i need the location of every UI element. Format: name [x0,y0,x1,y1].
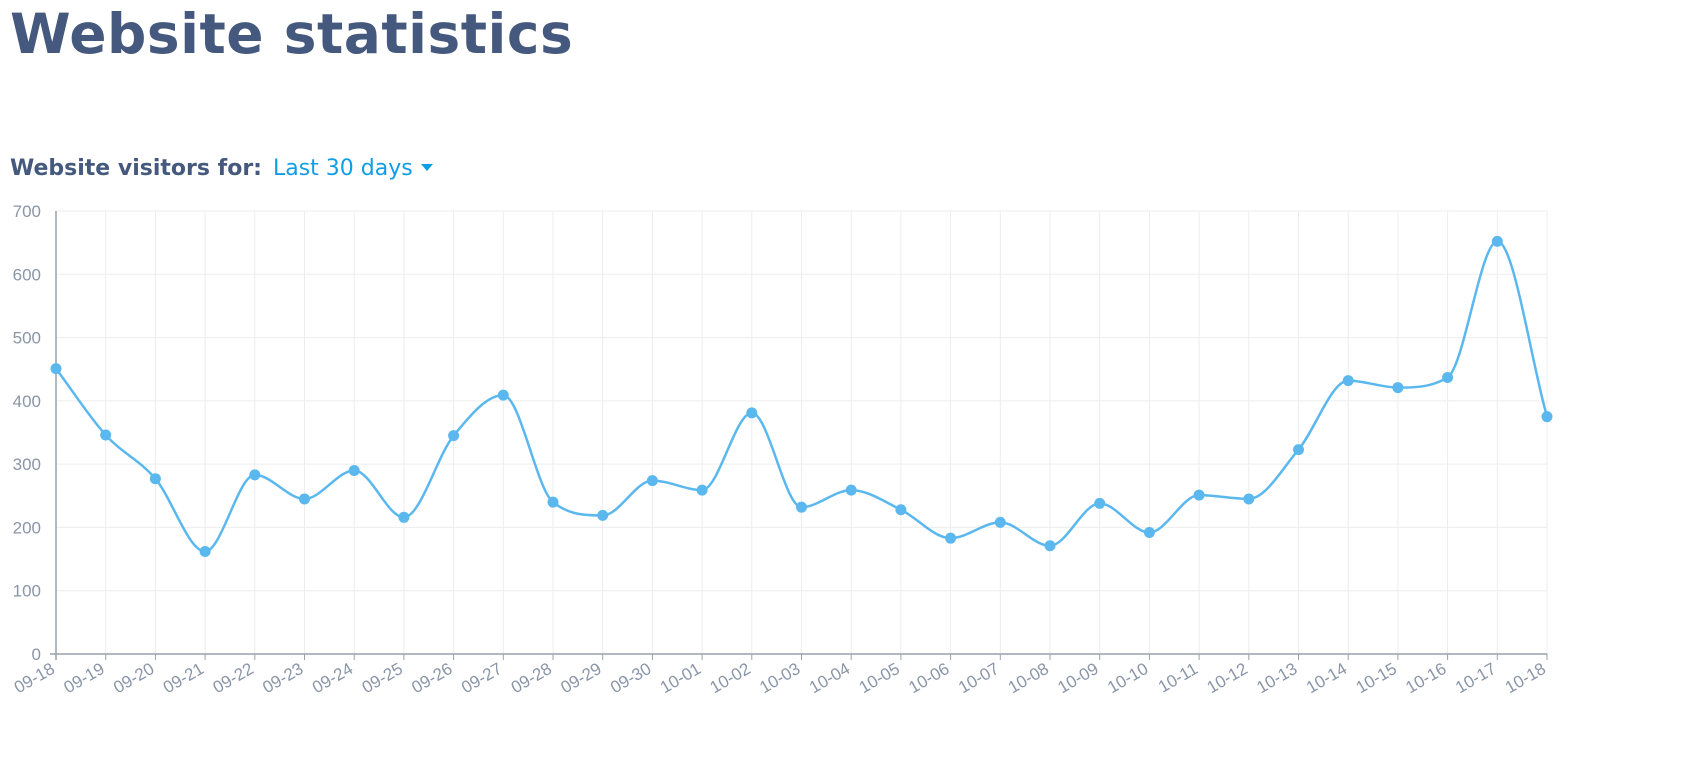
x-tick-label: 09-20 [110,659,157,697]
y-tick-label: 700 [13,202,41,221]
data-point [796,501,807,513]
x-tick-label: 09-28 [508,659,555,697]
data-point [149,473,161,485]
data-point [895,504,907,516]
y-tick-label: 300 [13,455,41,474]
data-point [448,430,460,442]
data-point [50,363,62,375]
x-tick-label: 09-24 [309,659,356,697]
x-tick-label: 10-09 [1055,659,1102,697]
x-axis-ticks: 09-18 09-19 09-20 09-21 09-22 09-23 09-24 09-25… [11,659,1549,697]
x-tick-label: 10-14 [1303,659,1350,697]
x-tick-label: 09-30 [607,659,654,697]
data-point [1243,493,1255,505]
y-tick-label: 500 [13,329,41,348]
x-tick-label: 10-18 [1502,659,1549,697]
chart-axes [50,211,1548,660]
data-point [1392,382,1404,394]
x-tick-label: 10-11 [1155,659,1201,697]
y-tick-label: 400 [13,392,41,411]
y-tick-label: 100 [13,582,41,601]
visitors-filter: Website visitors for: Last 30 days [10,154,433,184]
x-tick-label: 09-19 [61,659,108,697]
data-point [100,429,112,441]
x-tick-label: 09-21 [160,659,207,697]
x-tick-label: 10-10 [1104,659,1151,697]
y-tick-label: 600 [13,265,41,284]
data-point [746,407,758,419]
data-point [1491,235,1503,247]
x-tick-label: 09-26 [408,659,455,697]
x-tick-label: 09-23 [259,659,306,697]
x-tick-label: 09-18 [11,659,58,697]
x-tick-label: 10-03 [756,659,803,697]
period-dropdown-value: Last 30 days [272,156,413,181]
data-point [1442,371,1454,383]
x-tick-label: 10-17 [1452,659,1499,697]
data-point [497,389,509,401]
period-dropdown[interactable]: Last 30 days [273,154,433,184]
x-tick-label: 10-16 [1402,659,1449,697]
data-point [1094,497,1106,509]
data-point [845,484,857,496]
x-tick-label: 09-22 [210,659,257,697]
x-tick-label: 10-02 [707,659,754,697]
data-point [994,516,1006,528]
data-point [1342,375,1354,387]
data-point [696,484,708,496]
chart-grid [56,210,1548,654]
chart-points [50,235,1553,557]
data-point [299,493,310,505]
x-tick-label: 10-15 [1353,659,1400,697]
x-tick-label: 10-07 [955,659,1002,697]
x-tick-label: 10-05 [856,659,903,697]
data-point [1293,444,1304,456]
filter-label: Website visitors for: [10,156,262,181]
y-tick-label: 200 [13,518,41,537]
data-point [547,496,559,508]
y-axis-ticks: 0 100 200 300 400 500 600 700 [13,202,41,664]
caret-down-icon [420,163,433,171]
data-point [597,509,609,521]
data-point [1143,526,1155,538]
data-point [646,475,658,487]
x-tick-label: 10-13 [1253,659,1300,697]
data-point [1044,540,1056,552]
x-tick-label: 10-12 [1204,659,1251,697]
data-point [945,532,957,544]
y-tick-label: 0 [32,645,41,664]
x-tick-label: 09-25 [359,659,406,697]
x-tick-label: 09-27 [458,659,505,697]
x-tick-label: 09-29 [558,659,605,697]
data-point [398,511,410,523]
x-tick-label: 10-01 [657,659,704,697]
x-tick-label: 10-06 [905,659,952,697]
x-tick-label: 10-04 [806,659,853,697]
data-point [1193,489,1205,501]
data-point [1541,411,1553,423]
page-title: Website statistics [10,2,574,66]
x-tick-label: 10-08 [1005,659,1052,697]
data-point [249,469,261,481]
data-point [348,464,360,476]
data-point [199,545,211,557]
